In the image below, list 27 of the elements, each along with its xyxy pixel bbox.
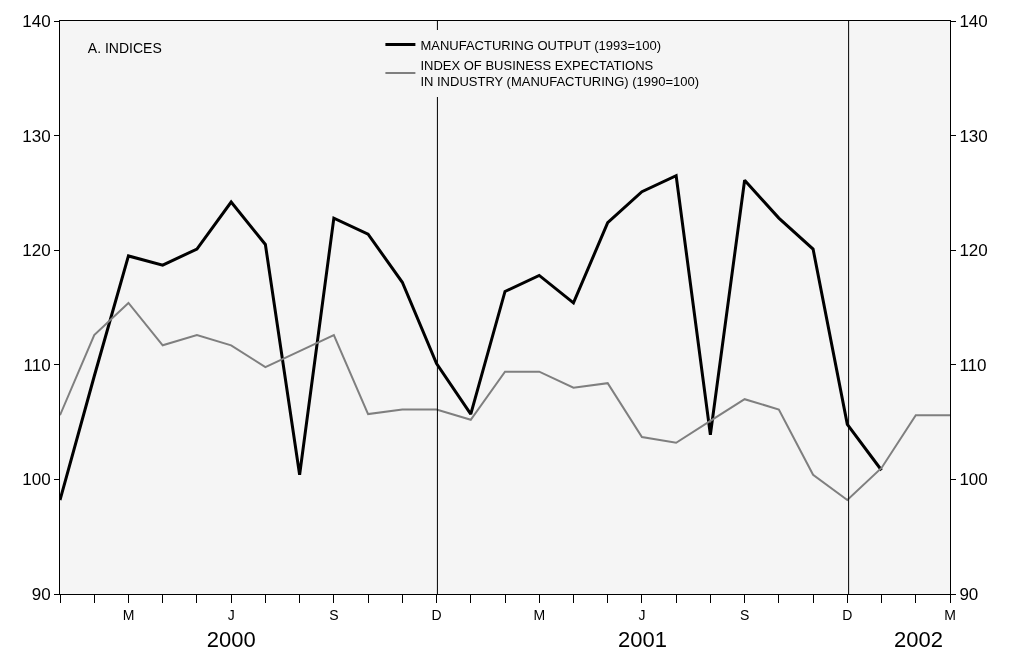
y-tick-label: 130: [22, 126, 51, 146]
y2-tick-label: 110: [959, 355, 987, 375]
x-tick-label: S: [739, 606, 750, 623]
y-tick-label: 140: [22, 11, 51, 31]
x2-tick-label: 2002: [893, 627, 943, 652]
x2-tick-label: 2001: [617, 627, 667, 652]
y-tick-label: 90: [31, 584, 51, 604]
x-tick-label: J: [227, 606, 235, 623]
x-tick-label: M: [944, 606, 956, 623]
x-tick-label: D: [431, 606, 442, 623]
x-tick-label: M: [122, 606, 135, 623]
y2-tick-label: 120: [959, 241, 988, 261]
x-tick-label: M: [533, 606, 546, 623]
y2-tick-label: 130: [959, 126, 988, 146]
y2-tick-label: 100: [959, 470, 988, 490]
y2-tick-label: 90: [959, 584, 979, 604]
x-tick-label: D: [842, 606, 853, 623]
x-tick-label: J: [638, 606, 646, 623]
x2-tick-label: 2000: [206, 627, 256, 652]
y-tick-label: 100: [22, 470, 51, 490]
text: A. INDICES: [87, 39, 162, 56]
y2-tick-label: 140: [959, 11, 988, 31]
legend-label: MANUFACTURING OUTPUT (1993=100): [420, 37, 662, 53]
legend-label: INDEX OF BUSINESS EXPECTATIONS IN INDUSTRY (MANUFACTURING) (1990=100): [420, 57, 700, 90]
y-tick-label: 120: [22, 241, 51, 261]
y-tick-label: 110: [23, 355, 51, 375]
x-tick-label: S: [329, 606, 339, 623]
